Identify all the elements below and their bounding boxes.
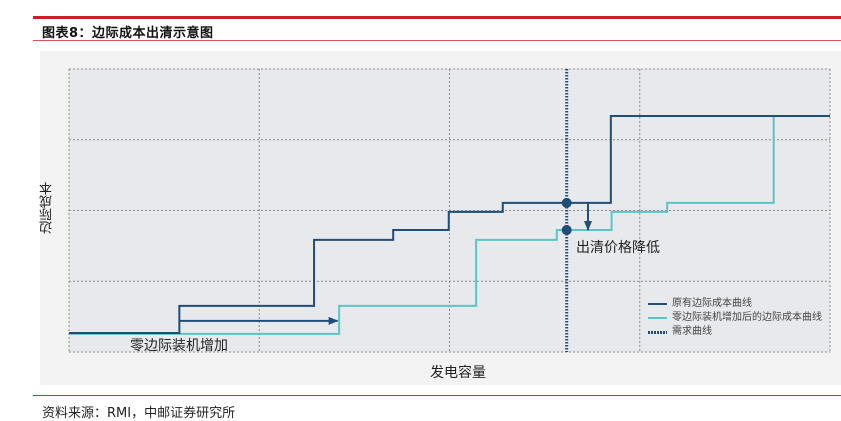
legend-label: 原有边际成本曲线 — [672, 298, 752, 309]
legend-item-demand: 需求曲线 — [648, 325, 822, 339]
series-original-cost-curve — [69, 114, 830, 335]
title-rule — [33, 40, 841, 41]
legend-swatch — [648, 303, 667, 305]
legend-item-new: 零边际装机增加后的边际成本曲线 — [648, 311, 822, 325]
legend-swatch — [648, 330, 667, 334]
top-rule — [33, 16, 841, 19]
legend-item-original: 原有边际成本曲线 — [648, 297, 822, 311]
annotation-price-decrease: 出清价格降低 — [576, 240, 660, 256]
intersection-point — [561, 197, 572, 208]
intersection-point — [561, 225, 572, 236]
figure-title: 图表8：边际成本出清示意图 — [42, 26, 214, 41]
source-note: 资料来源：RMI，中邮证券研究所 — [42, 406, 236, 421]
legend-swatch — [648, 317, 667, 319]
legend-label: 需求曲线 — [672, 326, 712, 337]
bottom-rule — [33, 395, 841, 396]
y-axis-label: 边际成本 — [40, 182, 55, 234]
x-axis-label: 发电容量 — [430, 365, 486, 381]
legend: 原有边际成本曲线 零边际装机增加后的边际成本曲线 需求曲线 — [648, 297, 822, 339]
legend-label: 零边际装机增加后的边际成本曲线 — [672, 312, 822, 323]
annotation-capacity-increase: 零边际装机增加 — [130, 338, 228, 354]
